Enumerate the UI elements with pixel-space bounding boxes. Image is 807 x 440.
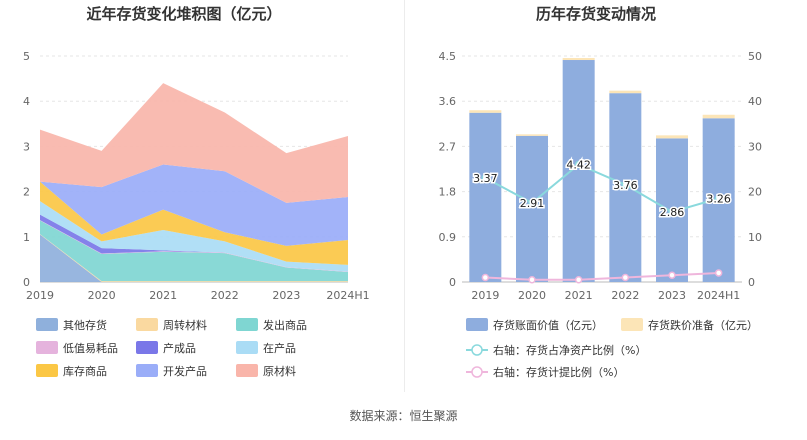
line-point-0-2: [574, 160, 583, 169]
bar-book-value-1: [516, 135, 548, 282]
left-y-tick-label-4: 4: [23, 95, 30, 108]
right-right-tick-label-0: 0: [748, 276, 755, 289]
right-chart-title: 历年存货变动情况: [536, 5, 656, 23]
line-series-0: [484, 163, 719, 214]
right-left-tick-label-1: 0.9: [439, 231, 457, 244]
right-legend-label-1: 存货跌价准备（亿元）: [648, 318, 758, 332]
panel-divider: [404, 0, 405, 392]
area-series-5: [40, 201, 348, 272]
right-left-tick-label-4: 3.6: [439, 95, 457, 108]
area-series-0: [40, 234, 348, 282]
line-point-0-3: [621, 181, 630, 189]
bar-impairment-5: [702, 114, 735, 119]
right-x-tick-label-2022: 2022: [611, 289, 639, 302]
line-point-0-4: [668, 208, 676, 216]
right-x-tick-label-2024H1: 2024H1: [697, 289, 740, 302]
line-point-1-1: [528, 275, 536, 284]
right-right-tick-label-1: 10: [748, 231, 762, 244]
line-point-1-2: [574, 275, 583, 284]
right-x-tick-label-2020: 2020: [518, 289, 546, 302]
left-legend-swatch-7: [136, 364, 158, 377]
left-legend-swatch-8: [236, 364, 258, 377]
left-legend-label-0: 其他存货: [63, 318, 107, 332]
left-x-tick-label-2024H1: 2024H1: [326, 289, 369, 302]
line-series-1: [485, 271, 719, 281]
right-legend-label-0: 存货账面价值（亿元）: [493, 318, 603, 332]
bar-book-value-2: [562, 60, 595, 282]
left-y-tick-label-1: 1: [23, 231, 30, 244]
left-legend-swatch-5: [236, 341, 258, 354]
area-series-2: [40, 220, 348, 282]
right-left-tick-label-0: 0: [449, 276, 456, 289]
right-left-tick-label-2: 1.8: [439, 186, 457, 199]
left-legend-label-7: 开发产品: [163, 364, 207, 378]
line-point-1-4: [668, 271, 676, 279]
right-right-tick-label-4: 40: [748, 95, 762, 108]
right-left-tick-label-3: 2.7: [439, 140, 457, 153]
left-legend-swatch-2: [236, 318, 258, 331]
left-legend-swatch-6: [36, 364, 58, 377]
right-legend-label-2: 右轴：存货占净资产比例（%）: [493, 343, 646, 357]
bar-data-label-4: 2.86: [660, 206, 685, 219]
bar-impairment-2: [562, 58, 595, 61]
left-legend-label-5: 在产品: [263, 341, 296, 355]
right-legend-label-3: 右轴：存货计提比例（%）: [493, 365, 624, 379]
line-point-0-1: [528, 199, 536, 207]
area-series-8: [40, 83, 348, 203]
left-x-tick-label-2022: 2022: [211, 289, 239, 302]
line-point-1-3: [621, 273, 630, 282]
right-legend-swatch-1: [621, 318, 643, 331]
left-legend-label-6: 库存商品: [63, 364, 107, 378]
bar-data-label-0: 3.37: [473, 172, 498, 185]
left-legend-label-4: 产成品: [163, 341, 196, 355]
left-y-tick-label-5: 5: [23, 50, 30, 63]
bar-book-value-0: [469, 112, 502, 282]
right-right-tick-label-5: 50: [748, 50, 762, 63]
bar-impairment-4: [656, 135, 688, 139]
right-x-tick-label-2019: 2019: [471, 289, 499, 302]
left-y-tick-label-3: 3: [23, 140, 30, 153]
left-legend-label-2: 发出商品: [263, 318, 307, 332]
left-x-tick-label-2021: 2021: [149, 289, 177, 302]
left-x-tick-label-2020: 2020: [88, 289, 116, 302]
right-left-tick-label-5: 4.5: [439, 50, 457, 63]
right-right-tick-label-2: 20: [748, 186, 762, 199]
right-legend-swatch-0: [466, 318, 488, 331]
area-series-7: [40, 164, 348, 246]
line-point-1-5: [714, 269, 723, 277]
left-chart-title: 近年存货变化堆积图（亿元）: [86, 5, 281, 23]
area-series-6: [40, 181, 348, 265]
bar-data-label-5: 3.26: [706, 192, 731, 205]
bar-data-label-3: 3.76: [613, 179, 638, 192]
left-legend-swatch-0: [36, 318, 58, 331]
right-x-tick-label-2021: 2021: [565, 289, 593, 302]
bar-impairment-1: [516, 134, 548, 136]
left-legend-swatch-4: [136, 341, 158, 354]
left-legend-swatch-3: [36, 341, 58, 354]
right-right-tick-label-3: 30: [748, 140, 762, 153]
bar-impairment-0: [469, 110, 502, 113]
right-legend-marker-0: [471, 344, 483, 356]
source-label: 数据来源：恒生聚源: [349, 409, 458, 423]
line-point-0-5: [714, 194, 723, 203]
left-x-tick-label-2023: 2023: [272, 289, 300, 302]
line-point-1-0: [481, 273, 490, 282]
left-x-tick-label-2019: 2019: [26, 289, 54, 302]
left-legend-label-3: 低值易耗品: [63, 342, 118, 355]
line-point-0-0: [481, 174, 490, 182]
left-legend-label-1: 周转材料: [163, 318, 207, 332]
left-legend-swatch-1: [136, 318, 158, 331]
left-y-tick-label-0: 0: [23, 276, 30, 289]
bar-data-label-1: 2.91: [520, 197, 545, 210]
right-x-tick-label-2023: 2023: [658, 289, 686, 302]
bar-data-label-2: 4.42: [566, 158, 591, 171]
left-legend-label-8: 原材料: [263, 364, 296, 378]
bar-impairment-3: [609, 90, 642, 94]
left-y-tick-label-2: 2: [23, 186, 30, 199]
right-legend-marker-1: [471, 366, 483, 378]
